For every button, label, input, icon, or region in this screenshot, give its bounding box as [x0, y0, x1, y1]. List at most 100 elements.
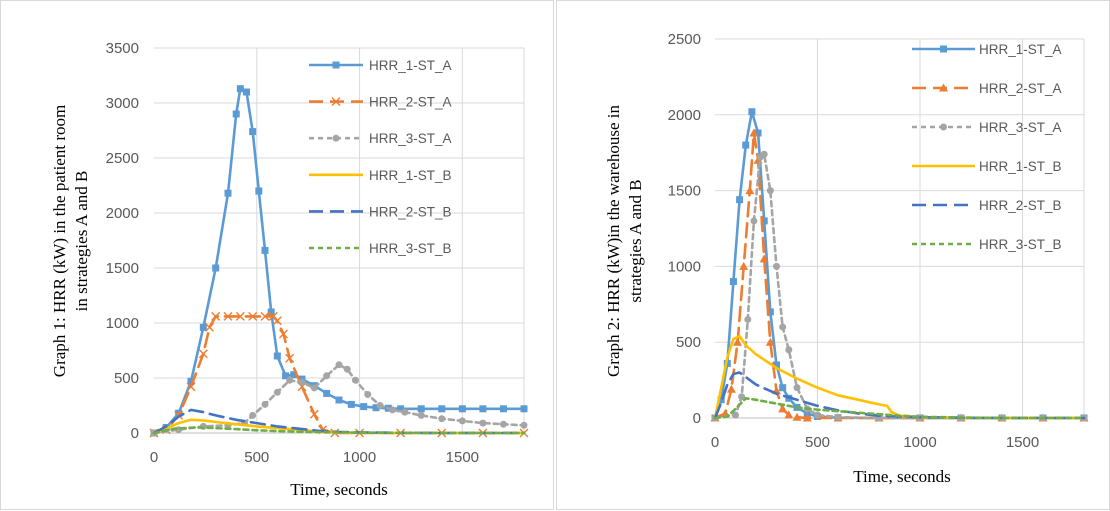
- x-tick-label: 0: [150, 449, 158, 466]
- y-tick-label: 2000: [106, 205, 139, 222]
- data-point: [260, 311, 270, 321]
- data-point: [802, 413, 812, 422]
- data-point: [249, 128, 257, 136]
- data-point: [732, 411, 739, 419]
- data-point: [784, 410, 794, 419]
- y-tick-label: 500: [114, 370, 139, 387]
- data-point: [760, 150, 768, 158]
- series-HRR_2-ST_B: [713, 371, 1086, 420]
- data-point: [199, 323, 207, 331]
- legend-label: HRR_2-ST_A: [979, 81, 1062, 96]
- data-point: [255, 187, 263, 195]
- legend-label: HRR_1-ST_A: [979, 42, 1062, 57]
- legend-item: HRR_2-ST_B: [309, 204, 452, 219]
- data-point: [499, 420, 507, 428]
- data-point: [397, 405, 405, 413]
- data-point: [212, 264, 220, 272]
- gridlines: [715, 38, 1085, 418]
- data-point: [335, 361, 343, 369]
- data-point: [458, 417, 466, 425]
- data-point: [778, 404, 788, 413]
- data-point: [792, 412, 802, 421]
- data-point: [249, 411, 257, 419]
- y-tick-label: 0: [131, 425, 139, 442]
- data-point: [438, 415, 446, 423]
- y-tick-label: 500: [676, 334, 701, 351]
- data-point: [236, 85, 244, 93]
- data-point: [773, 361, 780, 369]
- legend-marker: [940, 123, 947, 131]
- data-point: [803, 409, 811, 417]
- series-line: [152, 408, 526, 435]
- data-point: [285, 353, 295, 363]
- y-tick-label: 1500: [668, 183, 701, 200]
- legend-marker: [939, 83, 948, 92]
- data-point: [834, 413, 842, 421]
- data-point: [766, 308, 774, 316]
- data-point: [499, 405, 507, 413]
- x-tick-label: 1500: [446, 449, 479, 466]
- series-HRR_1-ST_B: [713, 334, 1086, 420]
- data-point: [726, 384, 736, 393]
- y-axis-title-line: Graph 1: HRR (kW) in the patient room: [50, 105, 69, 377]
- data-point: [479, 419, 487, 427]
- data-point: [417, 411, 425, 419]
- series-line: [713, 110, 1086, 420]
- data-point: [323, 372, 331, 380]
- series-line: [152, 315, 526, 435]
- data-point: [754, 129, 762, 137]
- legend-item: HRR_3-ST_B: [912, 237, 1062, 252]
- legend-item: HRR_3-ST_B: [309, 241, 452, 256]
- legend-label: HRR_3-ST_B: [369, 241, 452, 256]
- data-point: [273, 388, 281, 396]
- data-point: [745, 186, 755, 195]
- legend-label: HRR_1-ST_B: [369, 168, 452, 183]
- data-point: [261, 246, 269, 254]
- data-point: [198, 349, 208, 359]
- data-point: [360, 403, 368, 411]
- data-point: [417, 405, 425, 413]
- y-tick-label: 2500: [668, 31, 701, 48]
- y-axis-title-line: Graph 2: HRR (kW)in the warehouse in: [604, 105, 623, 377]
- legend-label: HRR_2-ST_B: [979, 198, 1062, 213]
- data-point: [223, 311, 233, 321]
- data-point: [388, 406, 396, 414]
- legend-label: HRR_3-ST_A: [369, 131, 452, 146]
- data-point: [814, 411, 821, 419]
- y-tick-label: 1500: [106, 260, 139, 277]
- data-point: [310, 384, 318, 392]
- data-point: [520, 405, 528, 413]
- data-point: [749, 128, 759, 137]
- data-point: [261, 400, 269, 408]
- data-point: [211, 311, 221, 321]
- data-point: [372, 404, 380, 412]
- data-point: [279, 329, 288, 339]
- x-axis-title: Time, seconds: [290, 480, 388, 499]
- legend-label: HRR_2-ST_A: [369, 95, 452, 110]
- y-tick-label: 2500: [106, 150, 139, 167]
- y-axis-title-line: in strategies A and B: [72, 171, 91, 312]
- legend-item: HRR_2-ST_A: [309, 95, 452, 110]
- data-point: [773, 262, 780, 270]
- data-point: [351, 376, 359, 384]
- series-HRR_2-ST_B: [152, 408, 526, 435]
- x-tick-label: 1000: [903, 434, 936, 451]
- data-point: [520, 421, 528, 429]
- data-point: [186, 382, 196, 392]
- legend-label: HRR_2-ST_B: [369, 204, 452, 219]
- data-point: [738, 393, 746, 401]
- data-point: [286, 376, 294, 384]
- data-point: [309, 409, 319, 419]
- data-point: [235, 311, 245, 321]
- legend-marker: [331, 97, 341, 107]
- data-point: [243, 88, 250, 96]
- y-axis-title-line: strategies A and B: [626, 179, 645, 302]
- data-point: [364, 391, 372, 398]
- x-tick-label: 1000: [343, 449, 376, 466]
- chart-panel-2: 0 500 1000 1500 2000 2500 0 500 1000 1500 Time, se…: [556, 0, 1110, 510]
- chart-panel-1: 0 500 1000 1500 2000 2500 3000 3500 0 500 1000 1500…: [0, 0, 554, 510]
- data-point: [760, 217, 768, 225]
- data-point: [298, 378, 306, 386]
- data-point: [750, 217, 758, 225]
- chart-2-svg: 0 500 1000 1500 2000 2500 0 500 1000 1500 Time, se…: [604, 31, 1089, 486]
